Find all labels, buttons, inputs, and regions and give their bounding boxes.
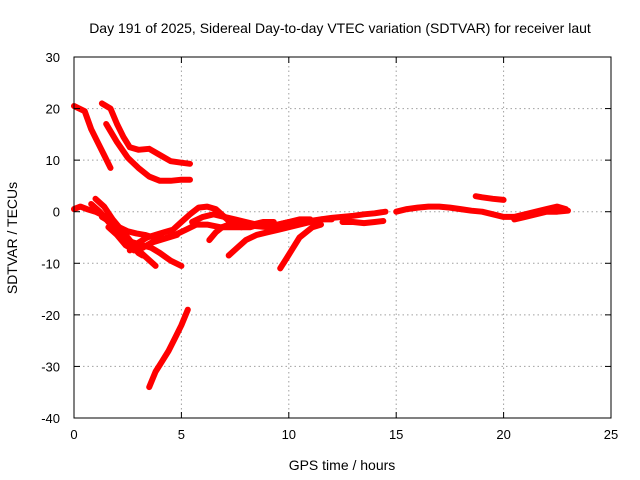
y-tick-label: -20 [41, 308, 60, 323]
series-arc-11 [206, 221, 251, 244]
grid [74, 57, 611, 418]
plot-frame [73, 56, 612, 419]
y-tick-label: 20 [46, 102, 60, 117]
plot-area [71, 100, 571, 391]
x-tick-label: 10 [282, 427, 296, 442]
series-arc-19 [146, 306, 191, 391]
series-arc-6 [92, 195, 159, 269]
series-arc-8 [105, 224, 181, 254]
x-tick-label: 0 [70, 427, 77, 442]
y-tick-label: 30 [46, 50, 60, 65]
x-tick-label: 15 [389, 427, 403, 442]
series-arc-1 [71, 103, 114, 171]
y-tick-label: -30 [41, 359, 60, 374]
series-arc-3 [103, 121, 193, 184]
x-tick-label: 25 [604, 427, 618, 442]
y-tick-label: -40 [41, 411, 60, 426]
chart-title: Day 191 of 2025, Sidereal Day-to-day VTE… [89, 20, 591, 36]
series-arc-18 [511, 207, 571, 223]
series-arc-14 [242, 208, 389, 231]
series-arc-13 [277, 221, 324, 272]
x-tick-label: 20 [496, 427, 510, 442]
series-arc-15 [339, 218, 387, 227]
y-tick-label: -10 [41, 256, 60, 271]
y-tick-label: 0 [53, 205, 60, 220]
axis-ticks: 0 5 10 15 20 25 -40 -30 -20 -10 0 10 20 30 [41, 50, 618, 442]
x-tick-label: 5 [178, 427, 185, 442]
x-axis-label: GPS time / hours [289, 457, 396, 473]
y-axis-label: SDTVAR / TECUs [4, 182, 20, 294]
series-arc-2 [98, 100, 193, 167]
series-arc-17 [472, 193, 507, 203]
y-tick-label: 10 [46, 153, 60, 168]
